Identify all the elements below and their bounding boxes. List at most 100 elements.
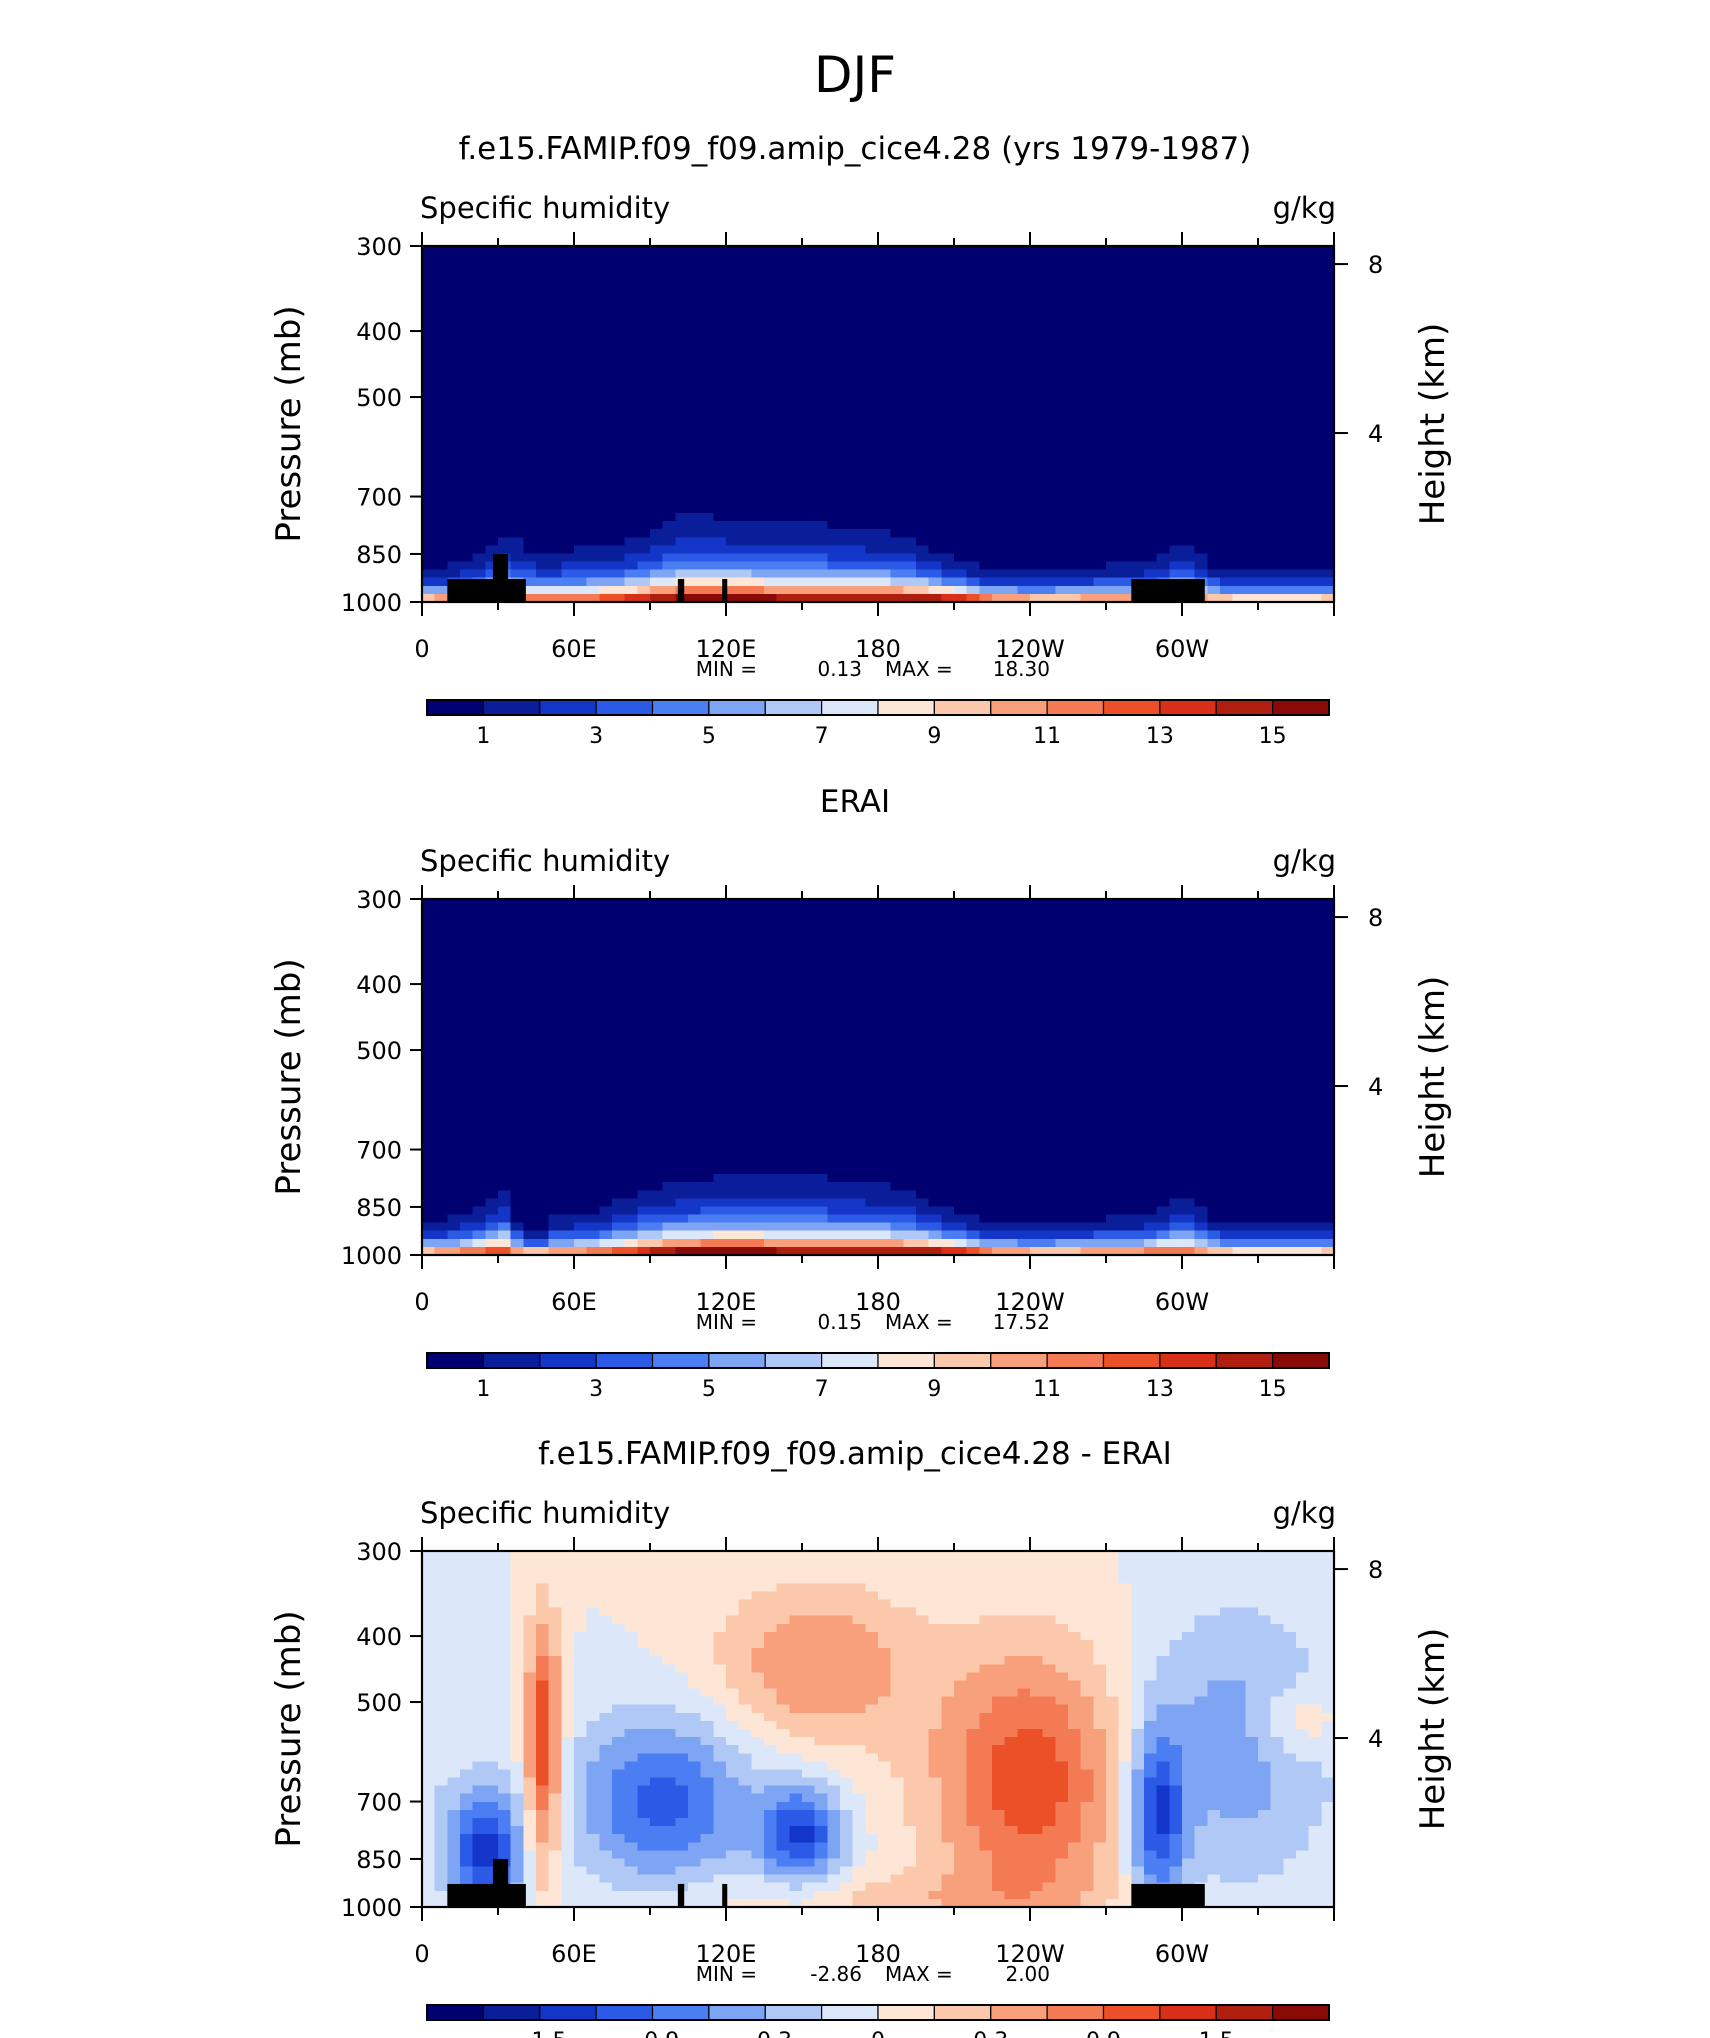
field-cell: [814, 947, 828, 957]
field-cell: [789, 971, 803, 981]
field-cell: [852, 1077, 866, 1086]
field-cell: [422, 955, 436, 965]
field-cell: [1017, 391, 1031, 401]
field-cell: [624, 537, 638, 546]
field-cell: [1258, 521, 1272, 530]
field-cell: [890, 504, 904, 514]
field-cell: [1258, 383, 1272, 393]
field-cell: [1182, 246, 1196, 255]
field-cell: [460, 302, 474, 312]
field-cell: [992, 424, 1006, 433]
field-cell: [751, 496, 765, 506]
field-cell: [738, 424, 752, 433]
field-cell: [1308, 955, 1322, 965]
field-cell: [1093, 963, 1107, 973]
field-cell: [1207, 988, 1221, 997]
field-cell: [523, 343, 537, 352]
field-cell: [928, 947, 942, 957]
field-cell: [447, 1085, 461, 1094]
field-cell: [827, 1077, 841, 1086]
field-cell: [1321, 278, 1335, 288]
field-cell: [840, 979, 854, 989]
field-cell: [878, 963, 892, 973]
field-cell: [941, 456, 955, 466]
y-right-tick-label: 8: [1368, 251, 1383, 279]
field-cell: [878, 1020, 892, 1030]
field-cell: [422, 521, 436, 530]
field-cell: [561, 278, 575, 288]
field-cell: [1068, 270, 1082, 279]
field-cell: [738, 480, 752, 490]
field-cell: [1283, 529, 1297, 538]
field-cell: [1131, 335, 1145, 344]
field-cell: [612, 367, 626, 377]
field-cell: [1042, 456, 1056, 466]
field-cell: [890, 585, 904, 595]
field-cell: [548, 464, 562, 474]
field-cell: [1232, 367, 1246, 377]
field-cell: [789, 1012, 803, 1021]
field-cell: [688, 1004, 702, 1013]
field-cell: [662, 1020, 676, 1030]
field-cell: [941, 577, 955, 587]
field-cell: [485, 318, 499, 328]
field-cell: [612, 1085, 626, 1094]
field-cell: [510, 488, 524, 498]
field-cell: [586, 326, 600, 336]
field-cell: [1258, 996, 1272, 1005]
panels: f.e15.FAMIP.f09_f09.amip_cice4.28 (yrs 1…: [269, 131, 1453, 2038]
field-cell: [789, 391, 803, 401]
field-cell: [510, 246, 524, 255]
field-cell: [1296, 996, 1310, 1005]
field-cell: [1118, 270, 1132, 279]
field-cell: [840, 480, 854, 490]
field-cell: [738, 1044, 752, 1054]
field-cell: [1220, 464, 1234, 474]
field-cell: [1296, 496, 1310, 506]
field-cell: [1245, 996, 1259, 1005]
field-cell: [510, 440, 524, 449]
field-cell: [1131, 569, 1145, 579]
field-cell: [1106, 359, 1120, 368]
field-cell: [1068, 988, 1082, 997]
field-cell: [1118, 553, 1132, 563]
field-cell: [1080, 440, 1094, 449]
field-cell: [1182, 294, 1196, 304]
field-cell: [1144, 915, 1158, 924]
field-cell: [979, 1004, 993, 1013]
field-cell: [1030, 318, 1044, 328]
field-cell: [776, 996, 790, 1005]
field-cell: [561, 318, 575, 328]
field-cell: [1270, 561, 1284, 571]
field-cell: [536, 529, 550, 538]
field-cell: [966, 899, 980, 908]
field-cell: [1245, 1020, 1259, 1030]
field-cell: [1004, 440, 1018, 449]
field-cell: [422, 246, 436, 255]
field-cell: [928, 415, 942, 425]
field-cell: [865, 407, 879, 417]
field-cell: [434, 456, 448, 466]
field-cell: [1220, 472, 1234, 482]
field-cell: [852, 988, 866, 997]
field-cell: [586, 496, 600, 506]
field-cell: [1245, 302, 1259, 312]
field-cell: [675, 931, 689, 941]
field-cell: [916, 577, 930, 587]
field-cell: [700, 488, 714, 498]
field-cell: [1321, 448, 1335, 457]
field-cell: [460, 1004, 474, 1013]
field-cell: [561, 456, 575, 466]
field-cell: [776, 537, 790, 546]
field-cell: [1207, 375, 1221, 385]
field-cell: [498, 343, 512, 352]
field-cell: [726, 963, 740, 973]
field-cell: [1156, 963, 1170, 973]
field-cell: [662, 375, 676, 385]
field-cell: [1080, 1085, 1094, 1094]
field-cell: [1080, 432, 1094, 441]
field-cell: [422, 496, 436, 506]
field-cell: [941, 1052, 955, 1062]
field-cell: [814, 391, 828, 401]
field-cell: [624, 310, 638, 320]
